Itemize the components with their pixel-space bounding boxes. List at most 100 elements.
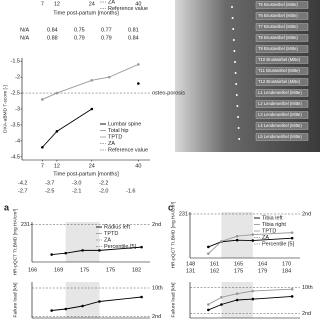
data-point — [220, 296, 223, 299]
label-box — [255, 67, 309, 75]
data-point — [290, 231, 294, 234]
label-box — [255, 100, 309, 108]
data-point — [41, 145, 44, 149]
label-box — [255, 133, 309, 141]
table-cell: 0.79 — [74, 35, 85, 41]
data-point — [64, 251, 68, 255]
reference-label: 2nd — [152, 314, 161, 320]
reference-label: 10th — [152, 285, 163, 291]
x-tick-label: 7 — [41, 1, 44, 7]
table-cell: 184 — [282, 268, 291, 274]
panel-label: c — [168, 202, 173, 212]
data-point — [64, 307, 68, 311]
table-cell: 0.79 — [101, 35, 112, 41]
vertebra-label: T9 Brustwirbel (Mitte) — [258, 46, 298, 51]
data-point — [290, 295, 294, 298]
table-cell: -3.7 — [45, 180, 54, 186]
table-cell: 0.84 — [47, 27, 58, 33]
table-cell: 0.75 — [74, 27, 85, 33]
label-box — [255, 89, 309, 97]
table-cell: 161 — [210, 261, 219, 267]
data-point — [107, 75, 111, 79]
x-tick-label: 24 — [89, 163, 95, 169]
table-cell: 165 — [234, 261, 243, 267]
reference-label: 10th — [302, 285, 313, 291]
marker-dot — [235, 94, 238, 96]
data-point — [81, 249, 84, 252]
data-point — [55, 91, 59, 95]
marker-dot — [233, 50, 236, 52]
table-cell: 0.77 — [101, 27, 112, 33]
table-cell: 0.84 — [128, 35, 139, 41]
data-point — [207, 245, 210, 249]
vertebra-label: L5 Lendenwirbel (Mitte) — [258, 134, 302, 139]
label-box — [255, 45, 309, 53]
table-cell: 131 — [186, 268, 195, 274]
table-cell: 166 — [28, 267, 37, 273]
vertebra-label: T10 Brustwirbel (Mitte) — [258, 57, 301, 62]
y-tick-label: 231 — [179, 211, 188, 217]
marker-dot — [238, 138, 241, 140]
y-tick-label: -2 — [15, 75, 20, 81]
label-box — [255, 78, 309, 86]
vertebra-label: L2 Lendenwirbel (Mitte) — [258, 101, 302, 106]
data-point — [220, 303, 223, 306]
label-box — [255, 122, 309, 130]
marker-dot — [232, 28, 235, 30]
table-cell: N/A — [20, 35, 30, 41]
label-box — [255, 1, 309, 9]
data-point — [140, 295, 143, 299]
marker-dot — [235, 83, 238, 85]
vertebra-label: L3 Lendenwirbel (Mitte) — [258, 112, 302, 117]
legend-label: Lumbar spine — [108, 121, 141, 127]
reference-label: osteo-porosis — [152, 91, 185, 97]
y-tick-label: 231 — [21, 222, 30, 228]
data-point — [220, 240, 223, 243]
marker-dot — [234, 61, 236, 63]
data-point — [90, 107, 94, 111]
label-box — [255, 23, 309, 31]
y-tick-label: -3 — [15, 106, 20, 112]
x-tick-label: 40 — [135, 163, 141, 169]
table-cell: 148 — [186, 261, 195, 267]
y-tick-label: -1.5 — [11, 59, 20, 65]
data-point — [235, 234, 239, 238]
x-tick-label: 12 — [54, 163, 60, 169]
reference-label: 2nd — [302, 311, 311, 317]
y-axis-label: Failure load [kN] — [170, 283, 176, 318]
y-tick-label: -3.5 — [11, 122, 20, 128]
data-point — [140, 245, 143, 249]
legend-label: TPTD — [262, 228, 276, 234]
data-point — [207, 308, 210, 312]
x-axis-label: Time post-partum [months] — [53, 10, 119, 16]
reference-label: 2nd — [152, 222, 161, 228]
table-cell: 0.88 — [47, 35, 58, 41]
data-point — [235, 292, 239, 296]
data-point — [207, 303, 210, 306]
table-cell: -2.0 — [99, 188, 108, 194]
table-cell: 179 — [258, 268, 267, 274]
vertebra-label: T6 Brustwirbel (Mitte) — [258, 13, 298, 18]
vertebra-label: T5 Brustwirbel (Mitte) — [258, 2, 298, 7]
legend-label: Tibia right — [262, 222, 286, 228]
label-box — [255, 12, 309, 20]
panel-label: a — [4, 202, 10, 212]
legend-label: ZA — [262, 235, 269, 241]
marker-dot — [232, 39, 235, 41]
table-cell: 169 — [54, 267, 63, 273]
table-cell: 175 — [80, 267, 89, 273]
xray-image: T5 Brustwirbel (Mitte) T6 Brustwirbel (Mi… — [175, 0, 320, 152]
table-cell: -2.2 — [99, 180, 108, 186]
legend-label: Percentile [5] — [104, 244, 137, 250]
data-point — [290, 287, 294, 291]
label-box — [255, 34, 309, 42]
y-axis-label: Failure load [kN] — [12, 283, 18, 318]
vertebra-label: T11 Brustwirbel (Mitte) — [258, 68, 300, 73]
table-cell: -2.1 — [72, 188, 81, 194]
data-point — [251, 297, 255, 301]
treatment-band — [65, 222, 100, 262]
legend-label: Tibia left — [262, 215, 283, 221]
y-tick-label: -4.5 — [11, 154, 20, 160]
vertebra-label: T12 Brustwirbel (Mitte) — [258, 79, 301, 84]
vertebra-label: T7 Brustwirbel (Mitte) — [258, 24, 298, 29]
